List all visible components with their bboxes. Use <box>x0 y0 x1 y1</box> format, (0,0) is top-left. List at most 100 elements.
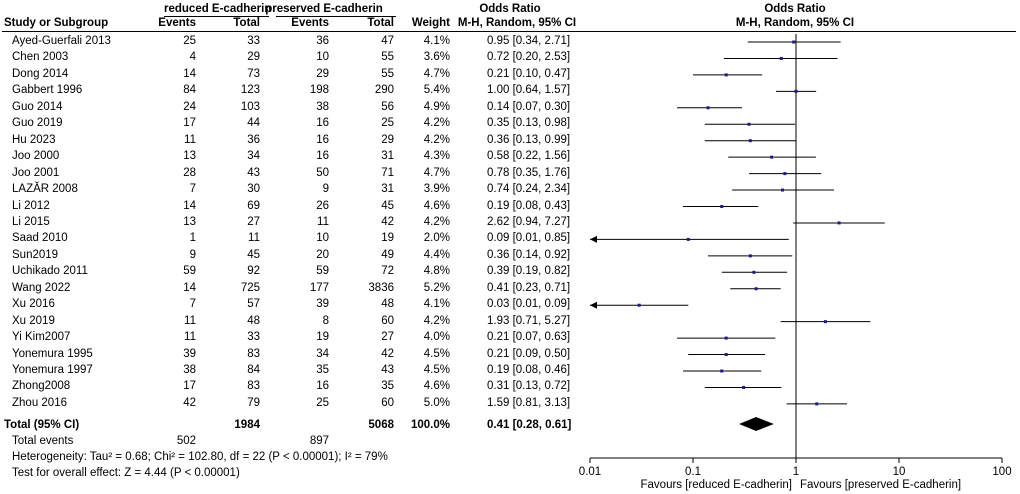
total2: 55 <box>381 67 394 80</box>
total1: 33 <box>247 35 260 47</box>
total1: 29 <box>247 51 260 64</box>
point-estimate <box>783 172 787 176</box>
point-estimate <box>706 106 710 110</box>
point-estimate <box>752 270 756 274</box>
point-estimate <box>686 237 690 241</box>
events2: 11 <box>317 215 329 228</box>
odds-ratio-ci: 0.21 [0.07, 0.63] <box>487 331 571 344</box>
total1: 33 <box>247 331 260 344</box>
total2: 60 <box>381 396 394 409</box>
total2: 19 <box>381 232 394 245</box>
total2-header: Total <box>367 17 394 29</box>
study-name: Gabbert 1996 <box>12 84 83 97</box>
events1: 14 <box>183 67 196 80</box>
point-estimate <box>823 320 827 324</box>
tick-label: 10 <box>893 466 906 478</box>
total-t1: 1984 <box>234 419 260 431</box>
events2: 50 <box>316 166 329 179</box>
total2: 49 <box>381 248 394 261</box>
tick-label: 0.01 <box>579 466 601 478</box>
odds-ratio-ci: 0.19 [0.08, 0.46] <box>487 364 571 376</box>
events1: 38 <box>183 364 196 376</box>
events2: 26 <box>316 199 329 212</box>
favours-right-label: Favours [preserved E-cadherin] <box>800 479 961 491</box>
events2: 9 <box>322 183 329 196</box>
events1: 17 <box>183 117 196 130</box>
total1: 11 <box>248 232 260 245</box>
total1-header: Total <box>233 17 260 29</box>
odds-ratio-ci: 0.72 [0.20, 2.53] <box>487 51 571 64</box>
events1: 25 <box>183 35 196 47</box>
total1: 45 <box>247 248 260 261</box>
ci-arrow <box>590 301 597 309</box>
heterogeneity-text: Heterogeneity: Tau² = 0.68; Chi² = 102.8… <box>12 451 388 463</box>
total1: 36 <box>247 133 260 146</box>
study-name: Yonemura 1997 <box>12 364 93 376</box>
events2: 8 <box>322 314 329 327</box>
favours-left-label: Favours [reduced E-cadherin] <box>641 479 793 491</box>
events2: 16 <box>316 380 329 393</box>
tick-label: 0.1 <box>685 466 701 478</box>
events1: 7 <box>189 183 196 196</box>
events1: 1 <box>189 232 196 245</box>
total2: 48 <box>381 298 394 311</box>
events1: 42 <box>183 396 196 409</box>
odds-ratio-ci: 0.14 [0.07, 0.30] <box>487 100 571 113</box>
point-estimate <box>748 139 752 143</box>
weight: 4.9% <box>423 100 450 113</box>
total2: 60 <box>381 314 394 327</box>
weight: 4.3% <box>423 150 450 163</box>
total1: 92 <box>247 265 260 278</box>
weight: 4.6% <box>423 199 450 212</box>
study-name: Guo 2014 <box>12 100 63 113</box>
study-name: Li 2012 <box>12 199 50 212</box>
total2: 29 <box>381 133 394 146</box>
total-t2: 5068 <box>368 419 394 431</box>
total2: 42 <box>381 215 394 228</box>
total2: 25 <box>381 117 394 130</box>
odds-ratio-ci: 0.03 [0.01, 0.09] <box>487 298 571 311</box>
ci-arrow <box>590 235 597 243</box>
total1: 725 <box>240 281 260 294</box>
total1: 30 <box>247 183 260 196</box>
point-estimate <box>815 402 819 406</box>
total1: 73 <box>247 67 260 80</box>
total2: 56 <box>381 100 394 113</box>
study-name: Wang 2022 <box>12 281 71 294</box>
odds-ratio-ci: 0.31 [0.13, 0.72] <box>487 380 571 393</box>
weight: 3.6% <box>423 51 450 64</box>
weight: 5.4% <box>423 84 450 97</box>
overall-effect-text: Test for overall effect: Z = 4.44 (P < 0… <box>12 467 240 479</box>
total2: 72 <box>381 265 394 278</box>
study-name: Li 2015 <box>12 215 50 228</box>
odds-ratio-ci: 0.41 [0.23, 0.71] <box>487 281 571 294</box>
group2-header: preserved E-cadherin <box>265 3 383 15</box>
events1: 13 <box>183 215 196 228</box>
point-estimate <box>724 353 728 357</box>
events1: 9 <box>189 248 196 261</box>
study-name: Xu 2019 <box>12 314 55 327</box>
odds-ratio-ci: 0.58 [0.22, 1.56] <box>487 150 571 163</box>
point-estimate <box>720 205 724 208</box>
weight: 4.0% <box>423 331 450 344</box>
total2: 42 <box>381 347 394 360</box>
odds-ratio-ci: 1.00 [0.64, 1.57] <box>487 84 571 97</box>
events1: 59 <box>183 265 196 278</box>
events2-header: Events <box>291 17 329 29</box>
events1: 28 <box>183 166 196 179</box>
weight: 4.4% <box>423 248 450 261</box>
study-name: LAZĂR 2008 <box>12 183 78 196</box>
events1: 24 <box>183 100 196 113</box>
point-estimate <box>770 155 774 159</box>
total1: 57 <box>247 298 260 311</box>
events2: 10 <box>316 51 329 64</box>
study-name: Zhong2008 <box>12 380 71 393</box>
point-estimate <box>792 40 796 44</box>
odds-ratio-ci: 0.21 [0.09, 0.50] <box>487 347 571 360</box>
weight: 4.5% <box>423 347 450 360</box>
odds-ratio-ci: 0.09 [0.01, 0.85] <box>487 232 571 245</box>
events1: 39 <box>183 347 196 360</box>
group1-header: reduced E-cadherin <box>164 3 272 15</box>
or-plot-title: Odds Ratio <box>764 3 826 15</box>
point-estimate <box>724 73 728 77</box>
